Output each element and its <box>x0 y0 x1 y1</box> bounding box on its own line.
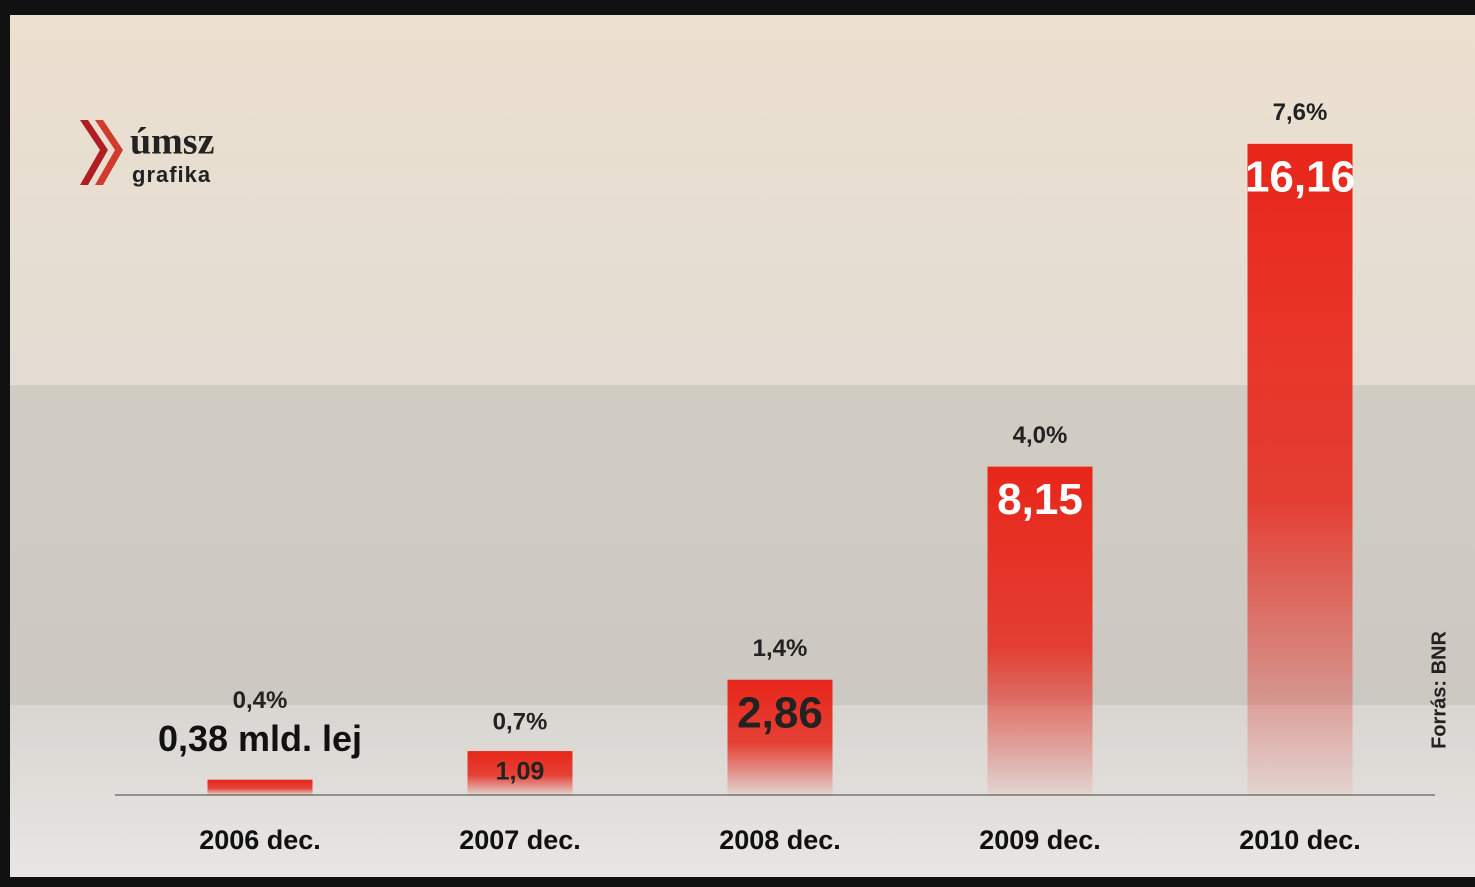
share-label: 0,4% <box>233 687 288 714</box>
x-tick-label: 2007 dec. <box>459 825 581 855</box>
logo-subtitle: grafika <box>132 162 211 187</box>
share-label: 0,7% <box>493 708 548 735</box>
value-label: 0,38 mld. lej <box>158 718 362 759</box>
share-label: 1,4% <box>753 635 808 662</box>
share-label: 4,0% <box>1013 422 1068 449</box>
x-tick-label: 2010 dec. <box>1239 825 1361 855</box>
logo-title: úmsz <box>130 121 215 163</box>
value-label: 16,16 <box>1245 152 1355 201</box>
source: Forrás: BNR <box>1428 631 1450 749</box>
x-tick-label: 2008 dec. <box>719 825 841 855</box>
page: úmsz grafika Forrás: BNR 2006 dec. 0,38 m… <box>0 0 1475 887</box>
value-label: 8,15 <box>997 475 1083 524</box>
bar <box>208 780 313 795</box>
share-label: 7,6% <box>1273 99 1328 126</box>
x-tick-label: 2009 dec. <box>979 825 1101 855</box>
bar <box>1248 144 1353 795</box>
x-tick-label: 2006 dec. <box>199 825 321 855</box>
chart: úmsz grafika Forrás: BNR 2006 dec. 0,38 m… <box>0 0 1475 887</box>
value-label: 2,86 <box>737 688 823 737</box>
value-label: 1,09 <box>496 758 545 786</box>
